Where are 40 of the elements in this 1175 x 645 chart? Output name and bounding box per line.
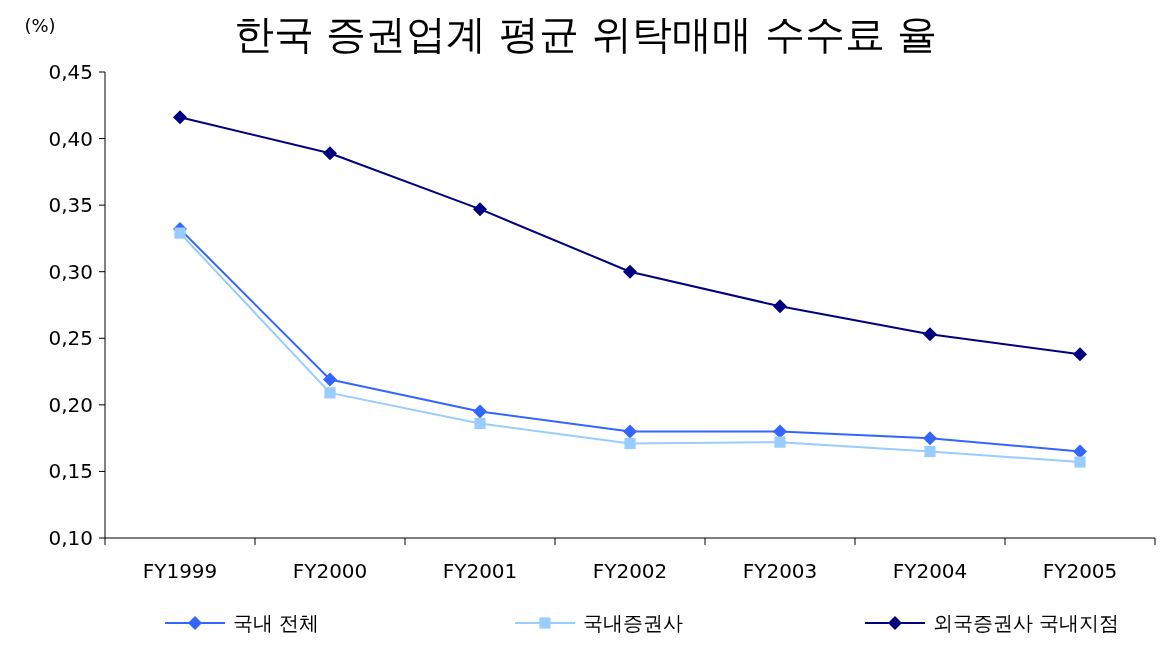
y-tick-label: 0,30 [48,259,93,284]
x-tick-label: FY2003 [742,559,818,583]
y-tick-label: 0,40 [48,126,93,151]
y-tick-label: 0,10 [48,526,93,550]
point [923,327,937,342]
x-tick-label: FY2000 [292,559,368,583]
y-tick-label: 0,25 [48,326,93,351]
y-tick-label: 0,20 [48,392,93,417]
chart-title: 한국 증권업계 평균 위탁매매 수수료 율 [233,11,938,57]
x-tick-label: FY2002 [592,559,668,583]
legend-label: 외국증권사 국내지점 [933,611,1120,635]
point [174,227,186,239]
point [474,417,486,430]
point [1074,456,1086,468]
point [323,146,337,161]
legend-label: 국내 전체 [233,611,320,635]
point [1073,444,1087,459]
point [773,424,787,439]
y-tick-label: 0,15 [48,459,93,484]
point [473,404,487,419]
point [924,445,936,458]
point [623,264,637,279]
point [323,372,337,387]
point [624,437,636,450]
point [473,202,487,217]
x-tick-label: FY2004 [892,559,968,583]
legend-label: 국내증권사 [583,611,683,635]
y-tick-label: 0,35 [48,193,93,218]
point [173,110,187,125]
x-tick-label: FY2001 [442,559,518,583]
point [324,387,336,399]
x-tick-label: FY2005 [1042,559,1118,583]
y-tick-label: 0,45 [48,60,93,84]
point [774,436,786,448]
y-axis-title: (%) [24,15,56,36]
point [773,299,787,314]
point [623,424,637,439]
point [923,431,937,446]
x-tick-label: FY1999 [142,559,218,583]
point [1073,347,1087,362]
